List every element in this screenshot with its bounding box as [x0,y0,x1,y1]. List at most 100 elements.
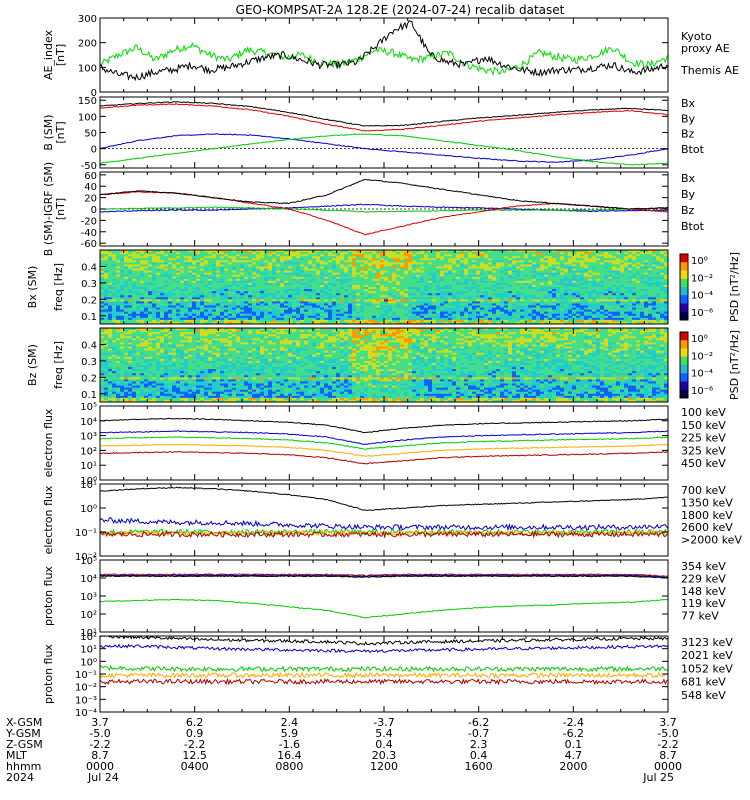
spectrogram-cell [160,258,165,261]
spectrogram-cell [156,282,161,286]
spectrogram-cell [444,319,449,323]
spectrogram-cell [392,315,397,319]
spectrogram-cell [544,319,549,323]
spectrogram-cell [156,317,161,321]
spectrogram-cell [468,254,473,257]
spectrogram-cell [116,299,121,302]
spectrogram-cell [588,280,593,284]
spectrogram-cell [424,313,429,317]
spectrogram-cell [396,319,401,323]
spectrogram-cell [348,276,353,280]
spectrogram-cell [168,252,173,255]
spectrogram-cell [456,280,461,284]
spectrogram-cell [208,258,213,261]
spectrogram-cell [256,295,261,298]
spectrogram-cell [176,313,181,317]
spectrogram-cell [588,301,593,304]
spectrogram-cell [480,311,485,315]
spectrogram-cell [132,295,137,298]
spectrogram-cell [452,276,457,280]
spectrogram-cell [520,270,525,274]
spectrogram-cell [584,276,589,280]
spectrogram-cell [172,282,177,286]
spectrogram-cell [532,254,537,257]
spectrogram-cell [260,301,265,304]
spectrogram-cell [308,270,313,274]
spectrogram-cell [440,305,445,308]
spectrogram-cell [260,274,265,278]
spectrogram-cell [412,307,417,311]
spectrogram-cell [396,250,401,253]
spectrogram-cell [576,305,581,308]
spectrogram-cell [136,287,141,290]
spectrogram-cell [136,274,141,278]
spectrogram-cell [144,303,149,306]
spectrogram-cell [180,270,185,274]
spectrogram-cell [420,295,425,298]
spectrogram-cell [468,297,473,300]
spectrogram-cell [320,307,325,311]
spectrogram-cell [308,313,313,317]
spectrogram-cell [416,264,421,267]
spectrogram-cell [296,309,301,313]
spectrogram-cell [468,289,473,292]
spectrogram-cell [152,250,157,253]
spectrogram-cell [228,256,233,259]
spectrogram-cell [240,280,245,284]
spectrogram-cell [484,305,489,308]
spectrogram-cell [612,319,617,323]
spectrogram-cell [288,289,293,292]
spectrogram-cell [384,252,389,255]
spectrogram-cell [396,297,401,300]
spectrogram-cell [524,278,529,282]
spectrogram-cell [420,305,425,308]
spectrogram-cell [400,252,405,255]
spectrogram-cell [600,252,605,255]
spectrogram-cell [584,301,589,304]
spectrogram-cell [240,284,245,288]
spectrogram-cell [120,270,125,274]
spectrogram-cell [220,321,225,325]
spectrogram-cell [464,252,469,255]
spectrogram-cell [460,262,465,265]
spectrogram-cell [580,262,585,265]
spectrogram-cell [520,293,525,296]
spectrogram-cell [300,258,305,261]
spectrogram-cell [312,272,317,276]
spectrogram-cell [204,254,209,257]
spectrogram-cell [420,250,425,253]
spectrogram-cell [604,266,609,269]
spectrogram-cell [364,311,369,315]
spectrogram-cell [372,293,377,296]
spectrogram-cell [112,266,117,269]
spectrogram-cell [572,268,577,271]
spectrogram-cell [576,301,581,304]
spectrogram-cell [292,252,297,255]
spectrogram-cell [176,309,181,313]
spectrogram-cell [608,317,613,321]
spectrogram-cell [168,284,173,288]
spectrogram-cell [340,272,345,276]
spectrogram-cell [128,313,133,317]
spectrogram-cell [224,303,229,306]
spectrogram-cell [496,282,501,286]
spectrogram-cell [584,274,589,278]
spectrogram-cell [156,293,161,296]
spectrogram-cell [336,264,341,267]
spectrogram-cell [620,280,625,284]
spectrogram-cell [120,258,125,261]
spectrogram-cell [412,268,417,271]
spectrogram-cell [392,272,397,276]
spectrogram-cell [548,295,553,298]
spectrogram-cell [480,284,485,288]
spectrogram-cell [320,268,325,271]
spectrogram-cell [420,291,425,294]
spectrogram-cell [448,301,453,304]
spectrogram-cell [292,260,297,263]
spectrogram-cell [360,260,365,263]
spectrogram-cell [144,270,149,274]
spectrogram-cell [104,319,109,323]
spectrogram-cell [496,260,501,263]
spectrogram-cell [440,270,445,274]
spectrogram-cell [264,280,269,284]
